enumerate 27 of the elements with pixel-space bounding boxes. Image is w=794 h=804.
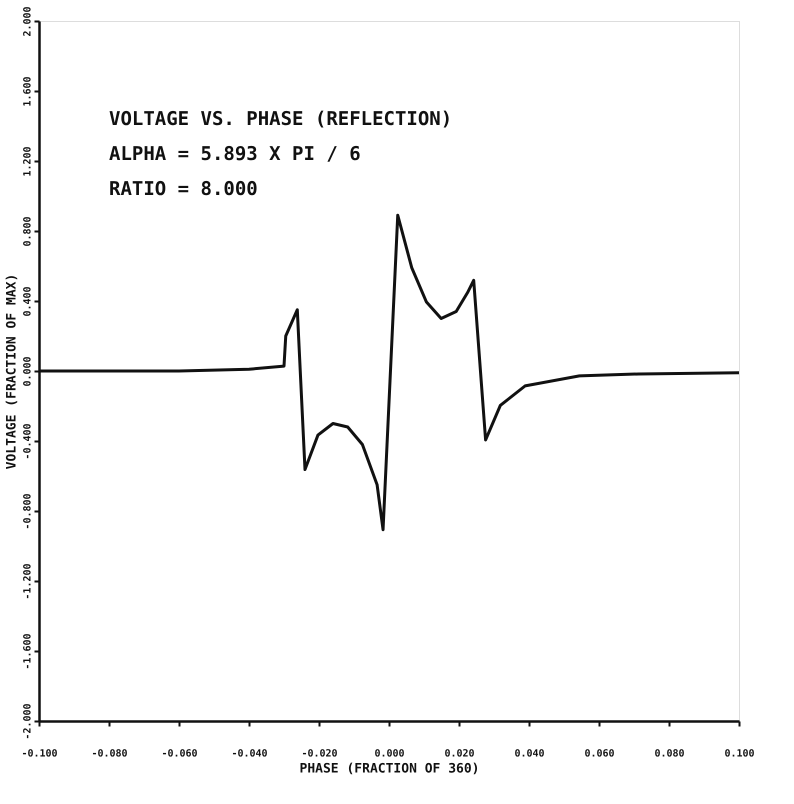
y-axis-title: VOLTAGE (FRACTION OF MAX) [4,274,20,470]
y-tick-label: 1.600 [22,76,34,107]
x-tick-label: 0.020 [444,748,475,760]
y-tick-label: -1.200 [22,563,34,600]
x-tick-label: 0.060 [584,748,615,760]
y-tick-label: -0.400 [22,423,34,460]
y-tick-label: -1.600 [22,633,34,670]
x-tick-label: 0.100 [724,748,755,760]
y-tick-label: -2.000 [22,703,34,740]
y-tick-label: 0.800 [22,216,34,247]
x-tick-label: 0.040 [514,748,545,760]
y-tick-label: 1.200 [22,146,34,177]
annotation: VOLTAGE VS. PHASE (REFLECTION) [109,108,452,130]
x-tick-label: -0.040 [231,748,268,760]
y-tick-label: -0.800 [22,493,34,530]
x-tick-label: -0.060 [161,748,198,760]
y-tick-label: 2.000 [22,6,34,37]
x-tick-label: -0.100 [21,748,58,760]
y-tick-label: 0.000 [22,356,34,387]
x-axis-title: PHASE (FRACTION OF 360) [299,762,480,776]
annotation: ALPHA = 5.893 X PI / 6 [109,143,361,165]
x-tick-label: -0.080 [91,748,128,760]
y-tick-label: 0.400 [22,286,34,317]
x-tick-label: 0.000 [374,748,405,760]
annotation: RATIO = 8.000 [109,178,258,200]
x-tick-label: -0.020 [301,748,338,760]
x-tick-label: 0.080 [654,748,685,760]
